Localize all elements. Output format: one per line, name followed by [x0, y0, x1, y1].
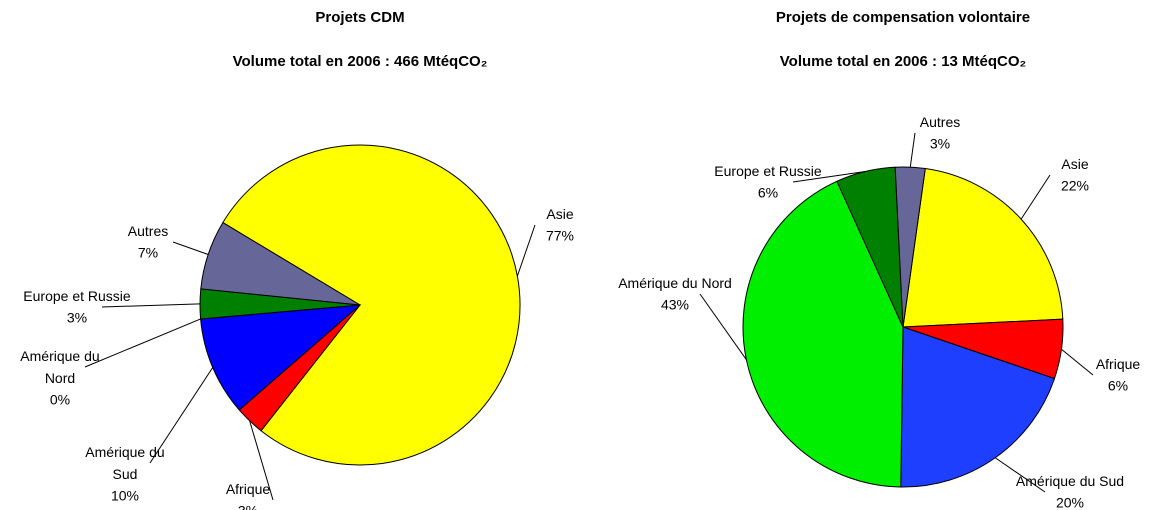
- leader-line: [792, 170, 866, 183]
- value-label: 20%: [1056, 495, 1084, 510]
- slice-label: Europe et Russie: [714, 163, 822, 179]
- slice-label: Autres: [920, 114, 960, 130]
- slice-label: Amérique du Nord: [20, 348, 99, 386]
- value-label: 77%: [546, 228, 574, 244]
- slice-label: Afrique: [226, 481, 271, 497]
- slice-label: Asie: [1061, 156, 1088, 172]
- value-label: 3%: [67, 310, 87, 326]
- chart-title: Projets de compensation volontaire: [776, 9, 1030, 26]
- pie-slice: [902, 167, 1064, 328]
- value-label: 3%: [238, 503, 258, 510]
- leader-line: [149, 367, 214, 464]
- value-label: 10%: [111, 488, 139, 504]
- pie-slice: [900, 326, 1056, 488]
- leader-line: [994, 457, 1046, 493]
- leader-line: [699, 293, 747, 361]
- value-label: 0%: [50, 392, 70, 408]
- leader-line: [1020, 174, 1051, 220]
- slice-label: Europe et Russie: [23, 288, 131, 304]
- slice-label: Amérique du Sud: [85, 444, 164, 482]
- value-label: 43%: [661, 297, 689, 313]
- value-label: 3%: [930, 136, 950, 152]
- leader-line: [172, 241, 209, 255]
- slice-label: Afrique: [1096, 356, 1141, 372]
- value-label: 7%: [138, 245, 158, 261]
- pie-slice: [200, 221, 361, 306]
- slice-label: Amérique du Sud: [1016, 473, 1124, 489]
- slice-label: Amérique du Nord: [618, 275, 732, 291]
- chart-subtitle: Volume total en 2006 : 466 MtéqCO₂: [233, 53, 488, 70]
- leader-line: [909, 132, 916, 168]
- leader-line: [101, 303, 201, 308]
- value-label: 6%: [1108, 378, 1128, 394]
- value-label: 6%: [758, 185, 778, 201]
- slice-label: Asie: [546, 206, 573, 222]
- chart-subtitle: Volume total en 2006 : 13 MtéqCO₂: [780, 53, 1026, 70]
- value-label: 22%: [1061, 178, 1089, 194]
- leader-line: [1061, 348, 1094, 376]
- leader-line: [249, 420, 274, 501]
- pie-slice: [200, 304, 362, 411]
- leader-line: [84, 318, 201, 368]
- chart-title: Projets CDM: [315, 9, 404, 26]
- leader-line: [516, 224, 536, 277]
- slice-label: Autres: [128, 223, 168, 239]
- pie-slice: [742, 180, 904, 488]
